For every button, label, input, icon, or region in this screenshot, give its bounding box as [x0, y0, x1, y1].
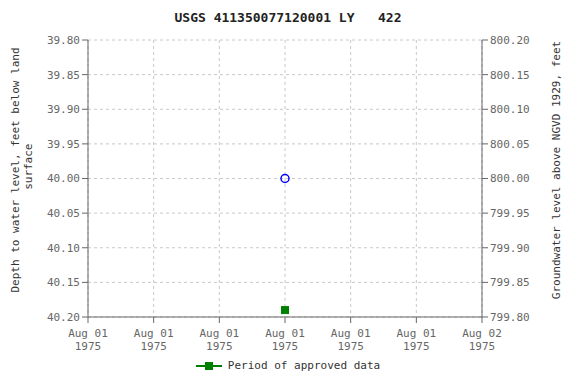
svg-text:40.15: 40.15 — [47, 276, 80, 289]
svg-text:40.00: 40.00 — [47, 172, 80, 185]
svg-text:800.15: 800.15 — [490, 69, 530, 82]
svg-text:Aug 011975: Aug 011975 — [396, 327, 436, 353]
svg-text:799.85: 799.85 — [490, 276, 530, 289]
svg-text:40.20: 40.20 — [47, 311, 80, 324]
svg-text:799.95: 799.95 — [490, 207, 530, 220]
svg-text:Aug 011975: Aug 011975 — [265, 327, 305, 353]
svg-text:Aug 011975: Aug 011975 — [331, 327, 371, 353]
html-text:Period of approved data: Period of approved data — [227, 359, 381, 372]
svg-text:39.80: 39.80 — [47, 34, 80, 47]
svg-text:39.90: 39.90 — [47, 103, 80, 116]
svg-text:Aug 011975: Aug 011975 — [68, 327, 108, 353]
svg-text:799.80: 799.80 — [490, 311, 530, 324]
svg-text:39.85: 39.85 — [47, 69, 80, 82]
svg-text:Aug 011975: Aug 011975 — [199, 327, 239, 353]
svg-text:800.10: 800.10 — [490, 103, 530, 116]
svg-text:40.05: 40.05 — [47, 207, 80, 220]
html-text:Depth to water level, feet bel: Depth to water level, feet below land su… — [9, 47, 35, 293]
html-text:Groundwater level above NGVD 1: Groundwater level above NGVD 1929, feet — [549, 40, 563, 300]
html-text:USGS 411350077120001 LY 422: USGS 411350077120001 LY 422 — [174, 10, 402, 25]
svg-text:799.90: 799.90 — [490, 242, 530, 255]
svg-text:Aug 021975: Aug 021975 — [462, 327, 502, 353]
svg-text:800.05: 800.05 — [490, 138, 530, 151]
svg-text:Aug 011975: Aug 011975 — [134, 327, 174, 353]
svg-text:800.20: 800.20 — [490, 34, 530, 47]
svg-text:39.95: 39.95 — [47, 138, 80, 151]
svg-text:800.00: 800.00 — [490, 172, 530, 185]
svg-text:40.10: 40.10 — [47, 242, 80, 255]
